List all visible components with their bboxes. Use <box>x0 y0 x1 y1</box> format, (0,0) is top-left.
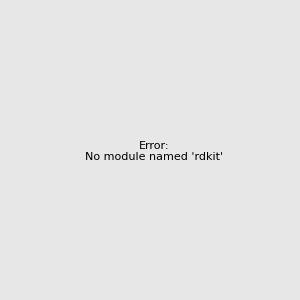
Text: Error:
No module named 'rdkit': Error: No module named 'rdkit' <box>85 141 223 162</box>
